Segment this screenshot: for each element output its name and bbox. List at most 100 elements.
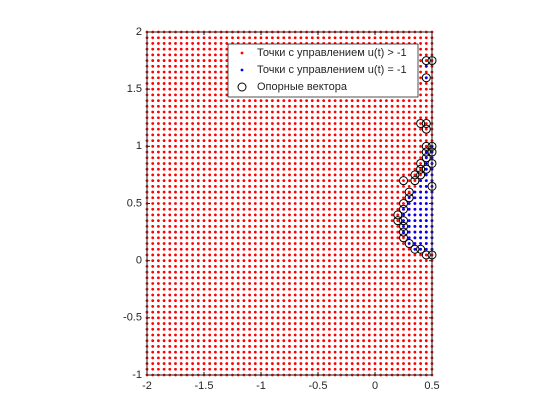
- point: [328, 242, 331, 245]
- point: [424, 339, 428, 343]
- point: [293, 264, 297, 268]
- point: [396, 173, 400, 177]
- support-vector: [416, 170, 426, 180]
- point: [419, 230, 422, 234]
- point: [185, 127, 189, 131]
- point: [282, 270, 286, 274]
- point: [248, 310, 252, 314]
- point: [214, 70, 217, 74]
- point: [328, 156, 331, 160]
- point: [179, 64, 183, 68]
- point: [242, 122, 246, 125]
- point: [339, 179, 343, 183]
- point: [333, 156, 337, 160]
- point: [225, 87, 229, 91]
- y-tick-label: 2: [136, 26, 142, 38]
- point: [373, 179, 377, 183]
- point: [179, 305, 183, 308]
- point: [413, 116, 417, 120]
- point: [225, 276, 229, 280]
- point: [299, 202, 303, 205]
- point: [413, 282, 417, 285]
- point: [185, 133, 189, 137]
- point: [339, 322, 343, 325]
- point: [345, 287, 348, 291]
- point: [151, 184, 155, 188]
- point: [373, 316, 377, 320]
- point: [202, 247, 206, 251]
- point: [424, 299, 428, 303]
- point: [214, 116, 217, 120]
- point: [271, 236, 274, 240]
- point: [288, 339, 291, 343]
- point: [419, 127, 422, 131]
- point: [350, 367, 354, 371]
- point: [379, 236, 383, 240]
- point: [259, 150, 263, 154]
- point: [231, 362, 234, 365]
- point: [191, 224, 195, 228]
- point: [157, 219, 160, 223]
- point: [373, 322, 377, 325]
- point: [253, 230, 257, 234]
- point: [282, 219, 286, 223]
- point: [385, 276, 388, 280]
- point: [356, 207, 360, 211]
- point: [396, 230, 400, 234]
- point: [242, 133, 246, 137]
- point: [196, 76, 200, 80]
- point: [350, 247, 354, 251]
- point: [396, 316, 400, 320]
- point: [316, 196, 320, 200]
- point: [271, 276, 274, 280]
- point: [282, 122, 286, 125]
- point: [208, 213, 212, 217]
- point: [310, 110, 314, 114]
- point: [293, 282, 297, 285]
- point: [185, 253, 189, 257]
- point: [362, 362, 365, 365]
- point: [151, 156, 155, 160]
- point: [208, 59, 212, 62]
- point: [356, 179, 360, 183]
- point: [196, 316, 200, 320]
- point: [214, 156, 217, 160]
- point: [288, 104, 291, 108]
- point: [367, 362, 371, 365]
- point: [196, 144, 200, 148]
- point: [385, 224, 388, 228]
- point: [390, 345, 394, 348]
- point: [208, 264, 212, 268]
- point: [208, 224, 212, 228]
- point: [373, 259, 377, 263]
- point: [345, 310, 348, 314]
- point: [396, 276, 400, 280]
- point: [265, 190, 269, 194]
- point: [379, 150, 383, 154]
- point: [413, 224, 417, 228]
- point: [179, 299, 183, 303]
- legend-label: Точки с управлением u(t) = -1: [257, 64, 407, 76]
- point: [379, 133, 383, 137]
- point: [310, 299, 314, 303]
- point: [282, 150, 286, 154]
- point: [271, 104, 274, 108]
- point: [151, 253, 155, 257]
- point: [248, 173, 252, 177]
- point: [174, 167, 177, 171]
- point: [202, 270, 206, 274]
- point: [379, 310, 383, 314]
- point: [316, 104, 320, 108]
- support-vector: [399, 221, 408, 231]
- point: [424, 144, 428, 148]
- point: [293, 133, 297, 137]
- point: [288, 327, 291, 331]
- point: [157, 350, 160, 354]
- point: [328, 305, 331, 308]
- point: [379, 270, 383, 274]
- point: [385, 242, 388, 245]
- point: [265, 259, 269, 263]
- point: [345, 122, 348, 125]
- point: [356, 253, 360, 257]
- point: [339, 213, 343, 217]
